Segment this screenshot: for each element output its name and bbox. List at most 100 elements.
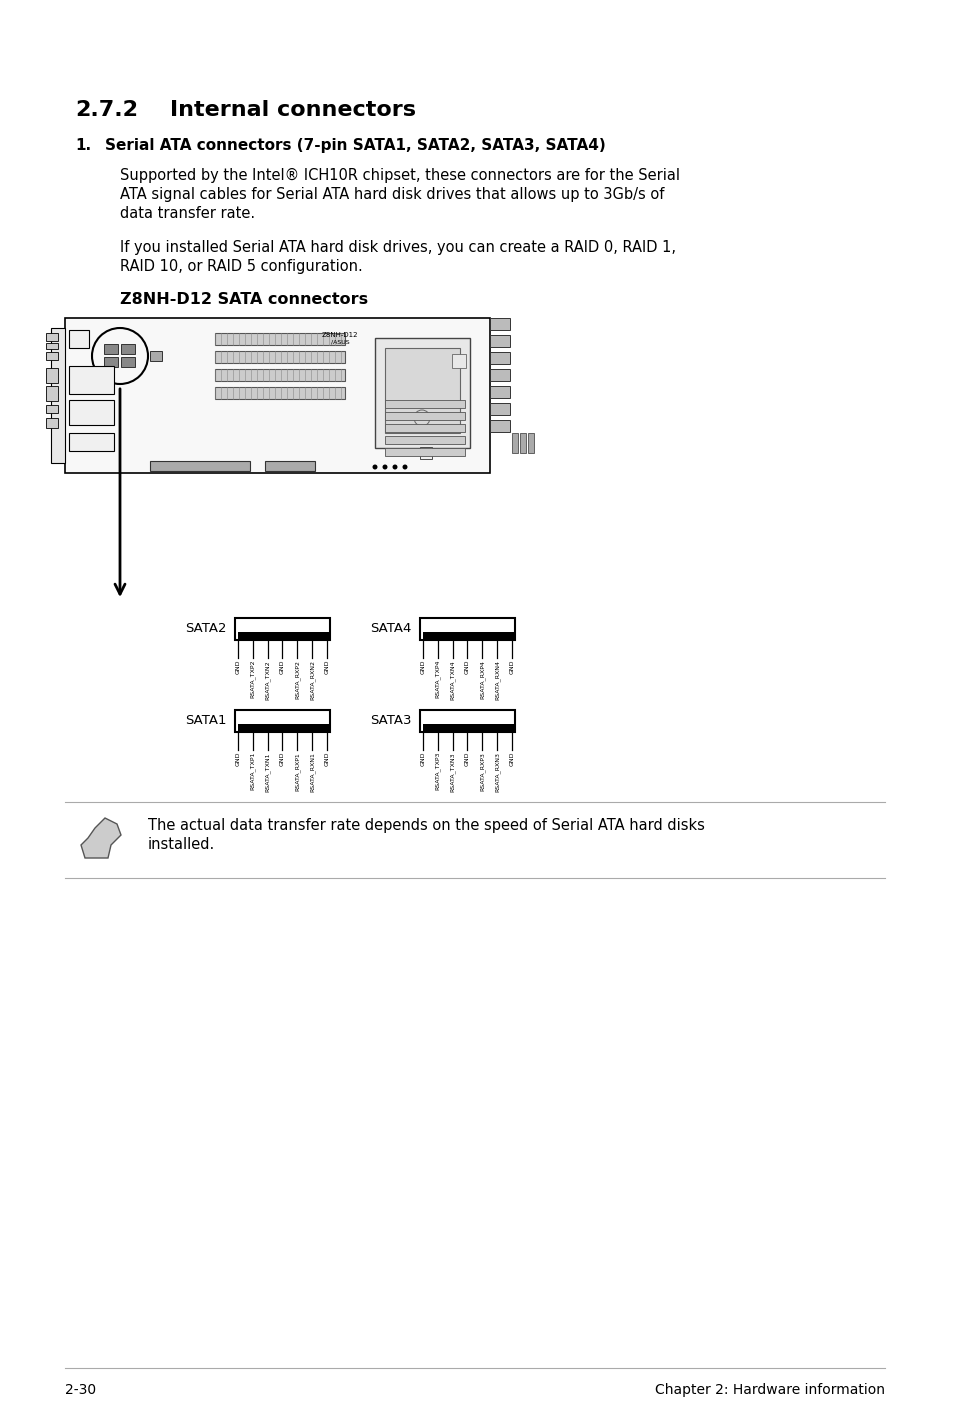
Bar <box>375 337 470 448</box>
Bar <box>214 369 345 381</box>
Bar <box>46 333 58 340</box>
Text: GND: GND <box>509 752 514 767</box>
Bar <box>265 461 314 471</box>
Text: data transfer rate.: data transfer rate. <box>120 206 254 221</box>
Bar <box>234 618 330 640</box>
Bar <box>419 447 432 459</box>
Text: Supported by the Intel® ICH10R chipset, these connectors are for the Serial: Supported by the Intel® ICH10R chipset, … <box>120 167 679 183</box>
Text: RSATA_RXN2: RSATA_RXN2 <box>309 659 314 700</box>
Bar <box>490 403 510 415</box>
Bar <box>385 448 464 457</box>
Text: RSATA_TXP3: RSATA_TXP3 <box>435 752 440 790</box>
Bar <box>452 354 465 369</box>
Bar <box>104 357 118 367</box>
Bar <box>237 632 330 640</box>
Text: RSATA_RXP1: RSATA_RXP1 <box>294 752 300 791</box>
Text: RSATA_RXP2: RSATA_RXP2 <box>294 659 300 699</box>
Text: ATA signal cables for Serial ATA hard disk drives that allows up to 3Gb/s of: ATA signal cables for Serial ATA hard di… <box>120 187 663 201</box>
Bar <box>65 318 490 474</box>
Text: RSATA_TXP2: RSATA_TXP2 <box>250 659 255 699</box>
Circle shape <box>392 465 397 469</box>
Text: 2.7.2: 2.7.2 <box>75 101 138 121</box>
Text: GND: GND <box>464 752 470 767</box>
Bar <box>121 357 135 367</box>
Bar <box>419 710 515 732</box>
Bar <box>69 400 113 425</box>
Text: GND: GND <box>280 752 285 767</box>
Text: SATA4: SATA4 <box>370 623 412 635</box>
Bar <box>385 413 464 420</box>
Text: SATA3: SATA3 <box>370 715 412 727</box>
Text: RSATA_TXN4: RSATA_TXN4 <box>450 659 455 699</box>
Text: 1.: 1. <box>75 138 91 153</box>
Bar <box>385 424 464 432</box>
Text: Z8NH-D12 SATA connectors: Z8NH-D12 SATA connectors <box>120 292 368 308</box>
Bar <box>69 366 113 394</box>
Text: 2-30: 2-30 <box>65 1383 96 1397</box>
Bar <box>121 345 135 354</box>
Bar <box>46 343 58 349</box>
Bar <box>237 725 330 732</box>
Text: RSATA_TXP4: RSATA_TXP4 <box>435 659 440 699</box>
Bar <box>512 432 517 452</box>
Bar <box>422 725 515 732</box>
Text: RSATA_TXN1: RSATA_TXN1 <box>265 752 271 791</box>
Circle shape <box>372 465 377 469</box>
Bar <box>104 345 118 354</box>
Text: /ASUS: /ASUS <box>331 339 349 345</box>
Bar <box>490 420 510 432</box>
Text: GND: GND <box>509 659 514 675</box>
Text: RSATA_RXN1: RSATA_RXN1 <box>309 752 314 791</box>
Bar <box>490 386 510 398</box>
Bar <box>519 432 525 452</box>
Text: RSATA_RXP4: RSATA_RXP4 <box>479 659 485 699</box>
Bar <box>385 435 464 444</box>
Bar <box>46 418 58 428</box>
Text: GND: GND <box>324 752 329 767</box>
Bar <box>46 406 58 413</box>
Text: GND: GND <box>464 659 470 675</box>
Text: GND: GND <box>280 659 285 675</box>
Bar <box>46 369 58 383</box>
Bar <box>214 387 345 398</box>
Bar <box>46 352 58 360</box>
Bar <box>69 330 89 347</box>
Bar <box>385 400 464 408</box>
Text: RSATA_TXP1: RSATA_TXP1 <box>250 752 255 790</box>
Bar <box>419 618 515 640</box>
Circle shape <box>402 465 407 469</box>
Bar <box>527 432 534 452</box>
Bar <box>385 347 459 432</box>
Bar <box>150 352 162 362</box>
Bar <box>150 461 250 471</box>
Text: GND: GND <box>420 659 425 675</box>
Bar <box>490 318 510 330</box>
Text: RSATA_RXP3: RSATA_RXP3 <box>479 752 485 791</box>
Text: The actual data transfer rate depends on the speed of Serial ATA hard disks: The actual data transfer rate depends on… <box>148 818 704 832</box>
Polygon shape <box>81 818 121 858</box>
Bar <box>422 632 515 640</box>
Text: Serial ATA connectors (7-pin SATA1, SATA2, SATA3, SATA4): Serial ATA connectors (7-pin SATA1, SATA… <box>105 138 605 153</box>
Text: RSATA_RXN4: RSATA_RXN4 <box>494 659 499 700</box>
Bar <box>490 352 510 364</box>
Bar <box>46 386 58 401</box>
Text: GND: GND <box>235 752 240 767</box>
Text: If you installed Serial ATA hard disk drives, you can create a RAID 0, RAID 1,: If you installed Serial ATA hard disk dr… <box>120 240 676 255</box>
Circle shape <box>382 465 387 469</box>
Text: RSATA_TXN3: RSATA_TXN3 <box>450 752 455 791</box>
Bar <box>69 432 113 451</box>
Bar <box>214 333 345 345</box>
Text: GND: GND <box>235 659 240 675</box>
Bar <box>490 335 510 347</box>
Text: installed.: installed. <box>148 837 215 852</box>
Text: SATA1: SATA1 <box>185 715 227 727</box>
Text: RSATA_RXN3: RSATA_RXN3 <box>494 752 499 793</box>
Text: Internal connectors: Internal connectors <box>170 101 416 121</box>
Bar <box>214 352 345 363</box>
Text: GND: GND <box>324 659 329 675</box>
Text: Z8NH-D12: Z8NH-D12 <box>321 332 358 337</box>
Bar <box>51 328 65 464</box>
Text: RAID 10, or RAID 5 configuration.: RAID 10, or RAID 5 configuration. <box>120 259 362 274</box>
Bar <box>234 710 330 732</box>
Bar <box>490 369 510 381</box>
